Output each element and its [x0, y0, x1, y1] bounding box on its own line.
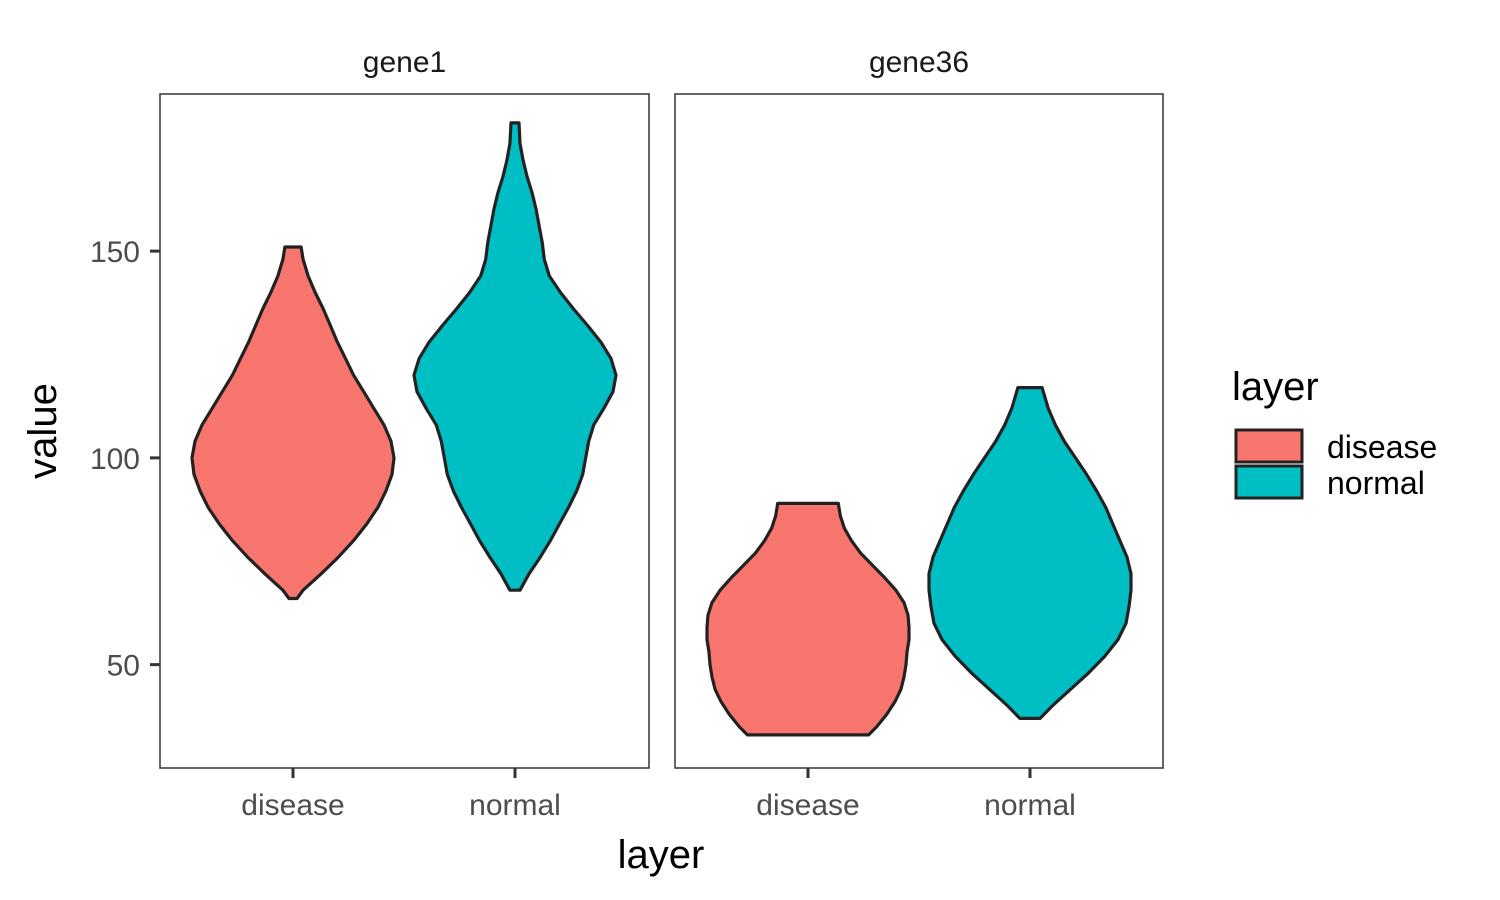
- legend-label-normal: normal: [1327, 465, 1425, 501]
- violin-gene1-normal: [412, 121, 618, 592]
- y-tick-label: 150: [90, 236, 140, 269]
- violin-gene1-disease: [190, 245, 396, 601]
- panel-border: [674, 93, 1164, 769]
- legend-title: layer: [1232, 365, 1319, 409]
- x-tick-label: disease: [241, 789, 344, 822]
- violin-gene36-disease: [705, 501, 911, 737]
- y-tick-label: 50: [107, 650, 140, 683]
- x-tick-label: normal: [984, 789, 1076, 822]
- facet-title: gene1: [363, 46, 446, 79]
- violin-gene36-normal: [927, 386, 1133, 720]
- y-tick-label: 100: [90, 443, 140, 476]
- legend-label-disease: disease: [1327, 429, 1437, 465]
- legend-key-normal: [1234, 464, 1304, 500]
- facet-panels: gene1 disease normal gene36 disease normal: [159, 46, 1164, 822]
- panel-border: [159, 93, 650, 769]
- x-tick-label: normal: [469, 789, 561, 822]
- facet-panel-gene36: gene36 disease normal: [674, 46, 1164, 822]
- y-axis-title: value: [21, 383, 65, 479]
- legend-key-disease: [1234, 428, 1304, 464]
- y-axis: 50 100 150: [90, 236, 160, 683]
- facet-panel-gene1: gene1 disease normal: [159, 46, 650, 822]
- facet-title: gene36: [869, 46, 969, 79]
- x-tick-label: disease: [756, 789, 859, 822]
- x-axis-title: layer: [618, 833, 705, 877]
